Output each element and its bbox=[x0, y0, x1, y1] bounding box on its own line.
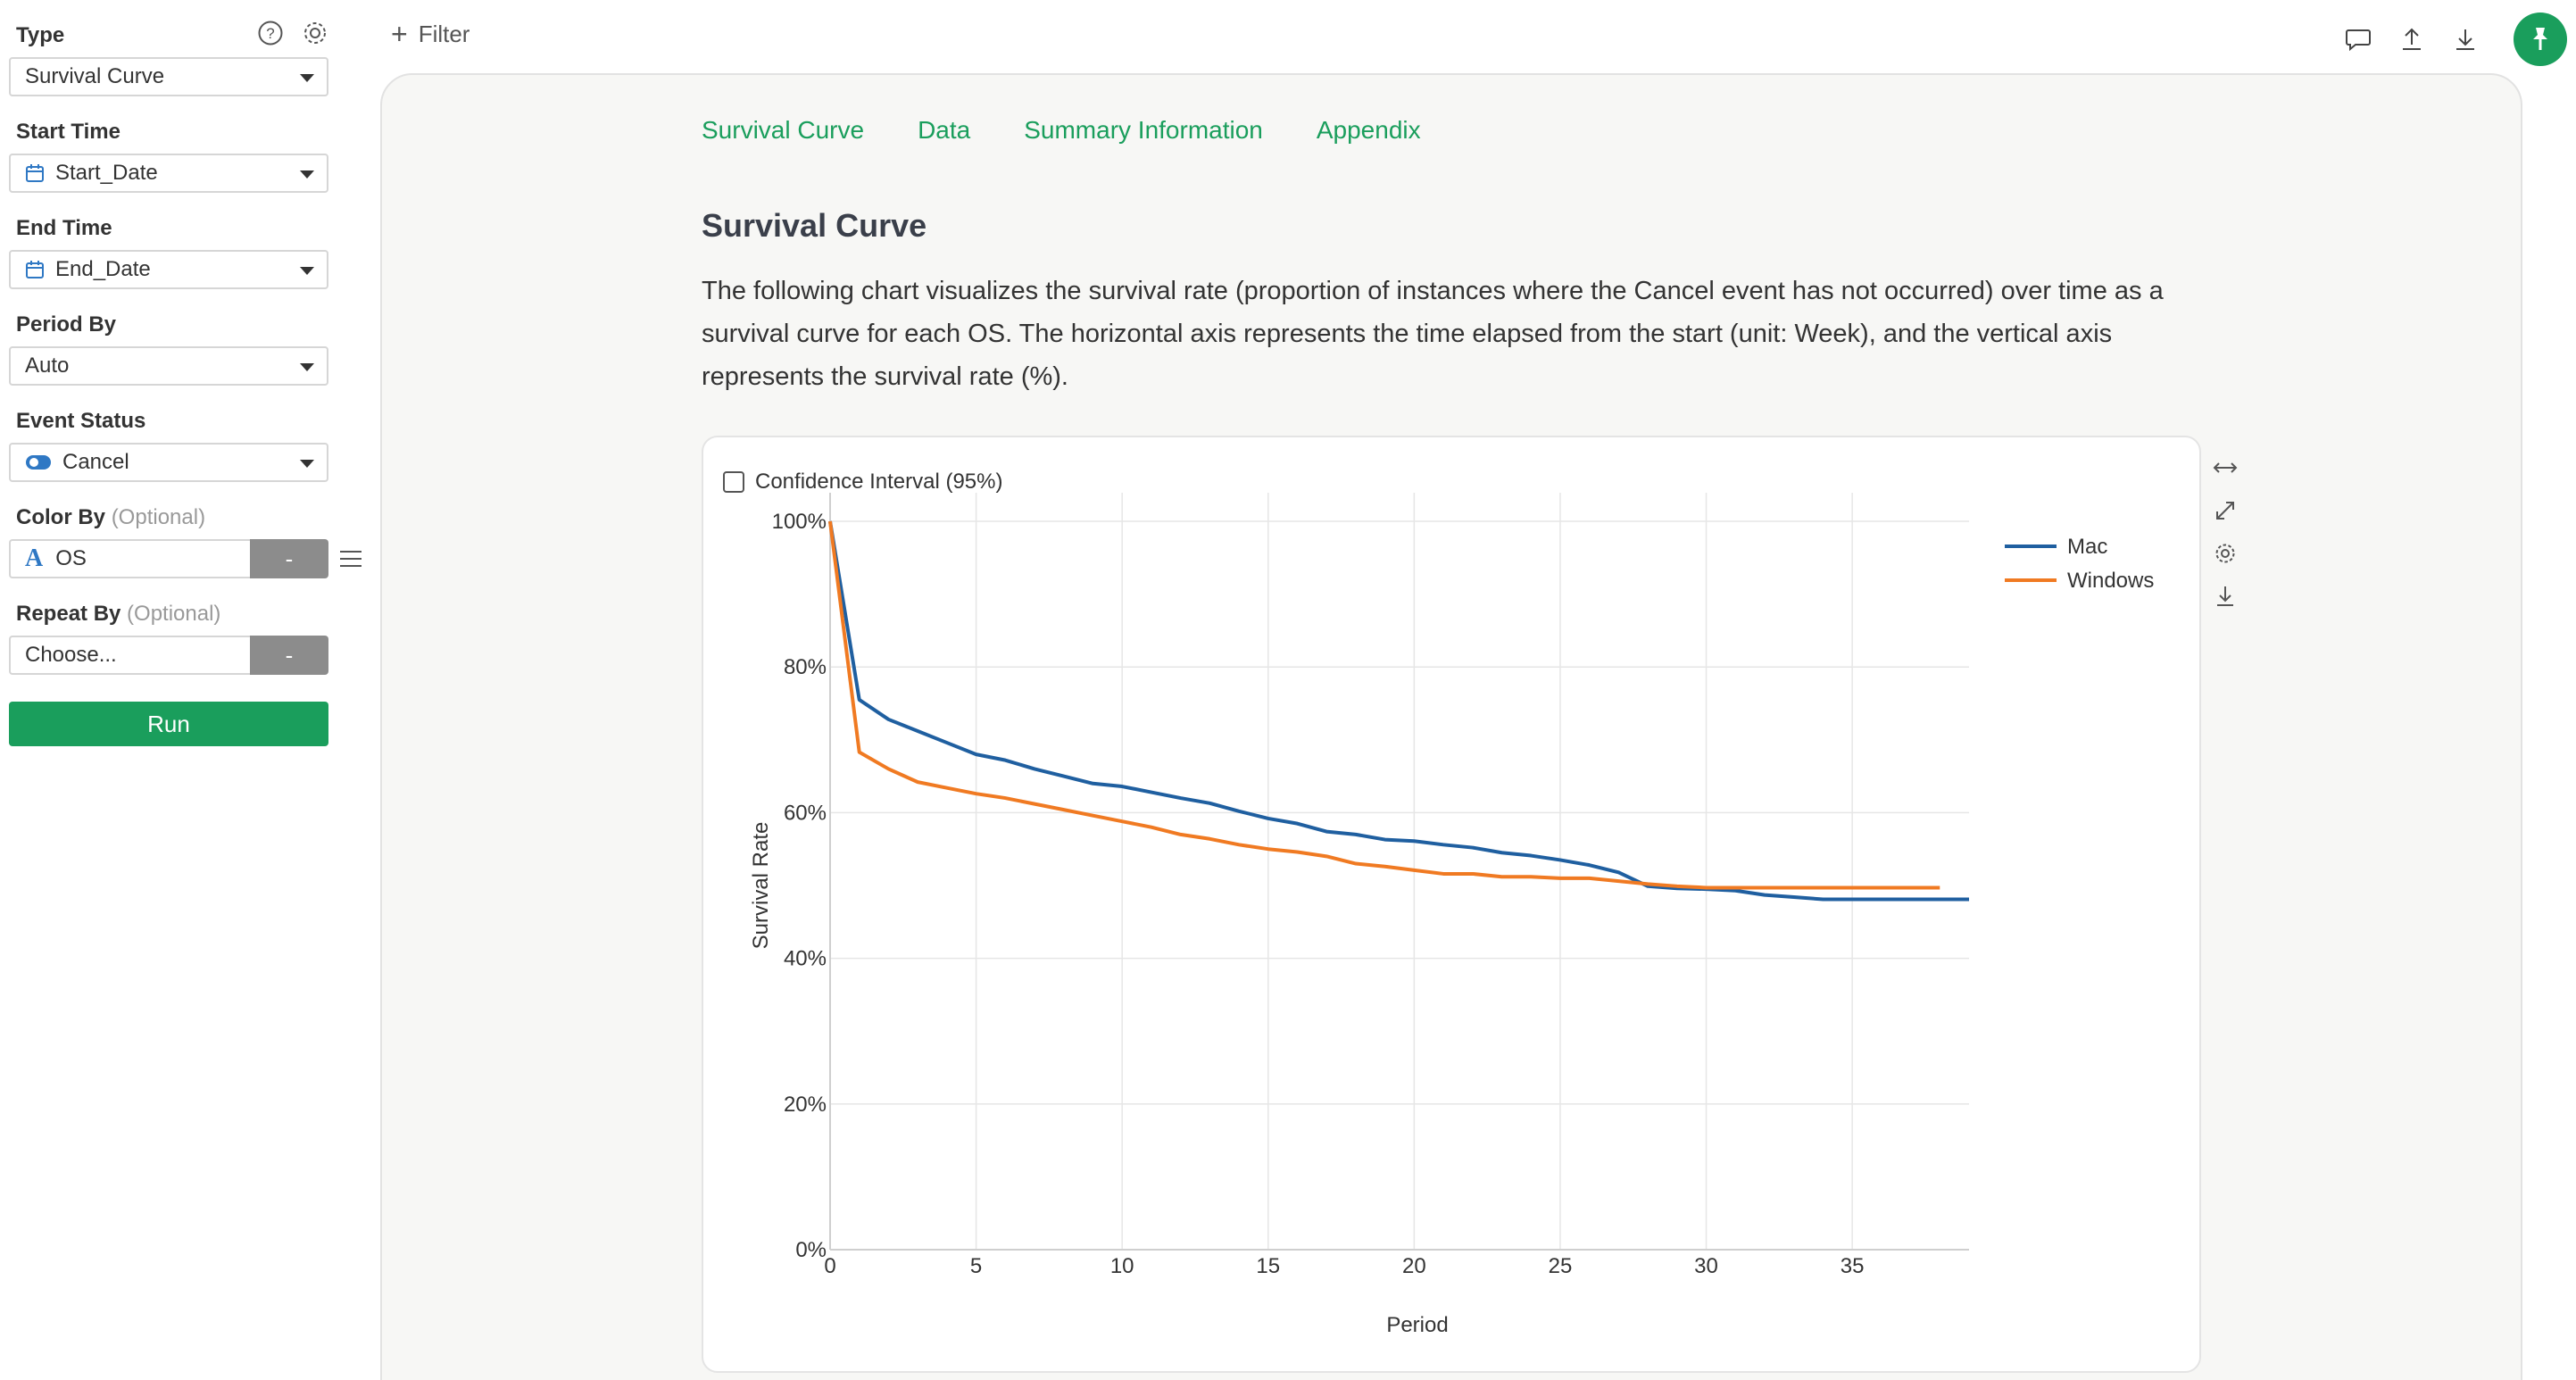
gear-icon[interactable] bbox=[302, 20, 328, 51]
color-by-value: OS bbox=[55, 546, 87, 570]
x-tick-label: 35 bbox=[1841, 1254, 1865, 1278]
color-by-select[interactable]: A OS bbox=[9, 539, 250, 578]
y-tick-label: 80% bbox=[784, 655, 827, 679]
x-tick-label: 20 bbox=[1402, 1254, 1426, 1278]
event-status-label: Event Status bbox=[16, 409, 146, 433]
period-by-select[interactable]: Auto bbox=[9, 346, 328, 386]
menu-icon[interactable] bbox=[339, 548, 362, 574]
color-by-label-text: Color By bbox=[16, 505, 106, 529]
x-tick-label: 5 bbox=[970, 1254, 982, 1278]
x-tick-label: 15 bbox=[1256, 1254, 1280, 1278]
end-time-select[interactable]: End_Date bbox=[9, 250, 328, 289]
chevron-down-icon bbox=[300, 267, 314, 275]
run-button[interactable]: Run bbox=[9, 702, 328, 746]
legend-label-mac: Mac bbox=[2067, 535, 2107, 559]
fullscreen-icon[interactable] bbox=[2210, 489, 2240, 532]
chart-download-icon[interactable] bbox=[2210, 575, 2240, 618]
type-select[interactable]: Survival Curve bbox=[9, 57, 328, 96]
chart-card: Confidence Interval (95%) 0 5 10 15 20 25 30 35… bbox=[702, 436, 2201, 1373]
pin-icon[interactable] bbox=[2514, 12, 2567, 66]
y-tick-label: 40% bbox=[784, 947, 827, 971]
tab-data[interactable]: Data bbox=[918, 116, 971, 144]
string-type-icon: A bbox=[25, 545, 44, 572]
period-by-label: Period By bbox=[16, 312, 117, 337]
svg-text:?: ? bbox=[266, 25, 274, 42]
chevron-down-icon bbox=[300, 460, 314, 468]
end-time-label: End Time bbox=[16, 216, 112, 240]
event-status-select[interactable]: Cancel bbox=[9, 443, 328, 482]
chart-settings-icon[interactable] bbox=[2210, 532, 2240, 575]
help-icon[interactable]: ? bbox=[257, 20, 284, 51]
upload-icon[interactable] bbox=[2385, 16, 2439, 62]
y-tick-label: 100% bbox=[772, 510, 827, 534]
y-axis-title: Survival Rate bbox=[749, 822, 773, 950]
period-by-value: Auto bbox=[25, 353, 70, 378]
legend-label-windows: Windows bbox=[2067, 569, 2154, 593]
section-description: The following chart visualizes the survi… bbox=[702, 277, 2164, 391]
series-line-windows bbox=[828, 520, 1940, 890]
confidence-interval-checkbox[interactable] bbox=[723, 471, 744, 493]
repeat-by-control: Choose... - bbox=[9, 636, 328, 675]
confidence-interval-label: Confidence Interval (95%) bbox=[755, 470, 1003, 494]
chevron-down-icon bbox=[300, 74, 314, 82]
x-tick-label: 0 bbox=[824, 1254, 835, 1278]
x-tick-label: 10 bbox=[1110, 1254, 1134, 1278]
settings-sidebar: Type ? Survival Curve Start Time Start_D… bbox=[0, 0, 361, 1380]
x-tick-label: 25 bbox=[1549, 1254, 1573, 1278]
color-by-optional: (Optional) bbox=[111, 505, 206, 529]
event-status-value: Cancel bbox=[62, 450, 129, 474]
type-select-value: Survival Curve bbox=[25, 64, 165, 88]
filter-label: Filter bbox=[418, 20, 470, 47]
x-tick-label: 30 bbox=[1694, 1254, 1718, 1278]
x-axis-title: Period bbox=[1386, 1313, 1448, 1337]
y-tick-label: 0% bbox=[795, 1238, 827, 1262]
top-toolbar bbox=[2331, 12, 2576, 66]
end-time-value: End_Date bbox=[55, 257, 151, 281]
confidence-interval-toggle[interactable]: Confidence Interval (95%) bbox=[723, 470, 1002, 495]
tab-appendix[interactable]: Appendix bbox=[1316, 116, 1421, 144]
start-time-select[interactable]: Start_Date bbox=[9, 154, 328, 193]
y-tick-label: 20% bbox=[784, 1093, 827, 1117]
repeat-by-label: Repeat By (Optional) bbox=[16, 602, 220, 627]
expand-width-icon[interactable] bbox=[2210, 446, 2240, 489]
filter-button[interactable]: + Filter bbox=[391, 20, 469, 48]
section-title: Survival Curve bbox=[702, 207, 927, 244]
series-line-mac bbox=[828, 520, 1969, 902]
chevron-down-icon bbox=[300, 170, 314, 179]
tab-summary-information[interactable]: Summary Information bbox=[1024, 116, 1263, 144]
report-tabs: Survival Curve Data Summary Information … bbox=[702, 116, 1475, 145]
chart-tools bbox=[2210, 446, 2240, 618]
download-icon[interactable] bbox=[2439, 16, 2492, 62]
color-by-clear-button[interactable]: - bbox=[250, 539, 328, 578]
toggle-icon bbox=[25, 453, 52, 471]
repeat-by-clear-button[interactable]: - bbox=[250, 636, 328, 675]
start-time-label: Start Time bbox=[16, 120, 120, 144]
y-tick-label: 60% bbox=[784, 801, 827, 825]
comment-icon[interactable] bbox=[2331, 16, 2385, 62]
repeat-by-label-text: Repeat By bbox=[16, 602, 121, 626]
calendar-icon bbox=[25, 260, 45, 279]
repeat-by-optional: (Optional) bbox=[127, 602, 221, 626]
plus-icon: + bbox=[391, 18, 408, 50]
chevron-down-icon bbox=[300, 363, 314, 371]
repeat-by-select[interactable]: Choose... bbox=[9, 636, 250, 675]
calendar-icon bbox=[25, 163, 45, 183]
tab-survival-curve[interactable]: Survival Curve bbox=[702, 116, 865, 144]
start-time-value: Start_Date bbox=[55, 161, 158, 185]
survival-curve-chart: 0 5 10 15 20 25 30 35 0% 20% 40% 60% 80% 100% Period Su… bbox=[749, 493, 2154, 1337]
color-by-label: Color By (Optional) bbox=[16, 505, 205, 530]
type-label: Type bbox=[16, 23, 65, 47]
color-by-control: A OS - bbox=[9, 539, 328, 578]
